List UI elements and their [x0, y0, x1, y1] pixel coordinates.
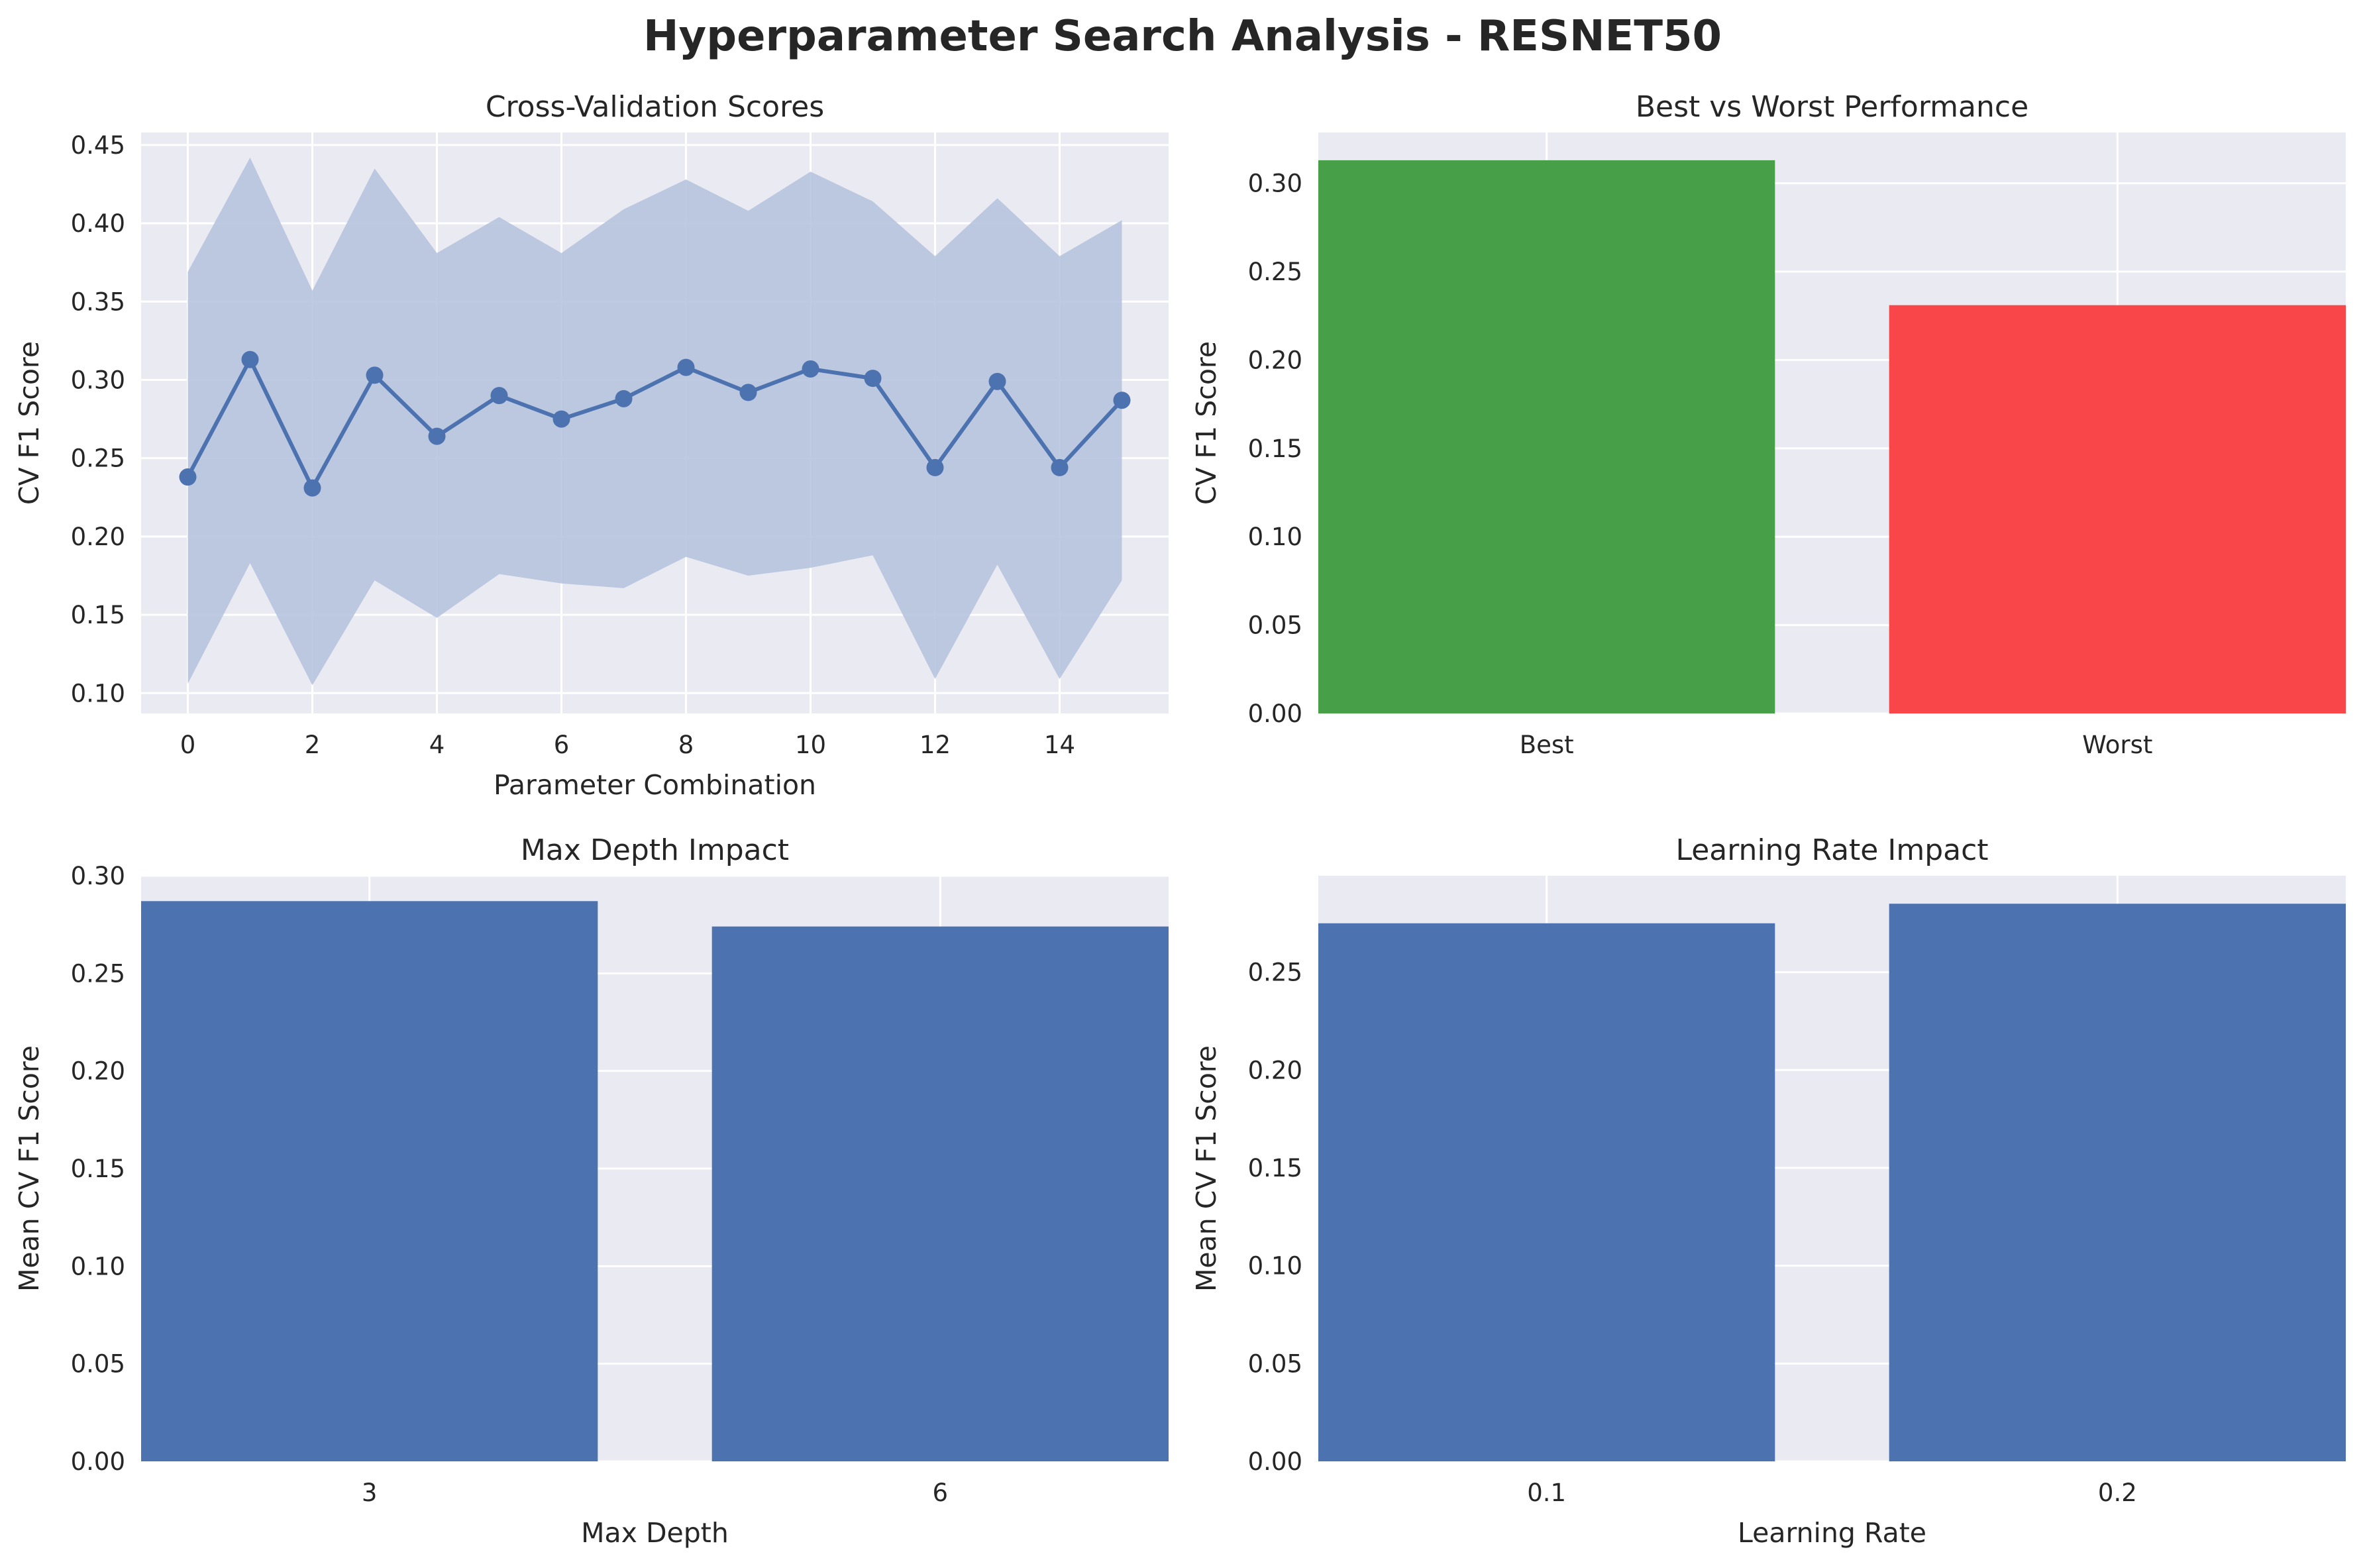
y-tick-label: 0.10 — [1248, 1252, 1302, 1281]
x-tick-label: 2 — [305, 731, 321, 759]
series-line — [185, 357, 1124, 490]
x-tick-label: 0.1 — [1527, 1479, 1566, 1507]
y-axis-label: Mean CV F1 Score — [1190, 1045, 1222, 1292]
panel-md: 3 6 0.00 0.05 0.10 0.15 0.20 0.25 0.30 Max Depth … — [13, 833, 1169, 1549]
x-tick-label: 10 — [795, 731, 826, 759]
y-tick-label: 0.10 — [71, 679, 125, 707]
y-axis-label: CV F1 Score — [13, 341, 45, 505]
panel-lr: 0.1 0.2 0.00 0.05 0.10 0.15 0.20 0.25 Learning R… — [1190, 833, 2346, 1549]
x-axis-label: Learning Rate — [1738, 1517, 1926, 1549]
data-point — [739, 384, 757, 401]
bar-6 — [711, 926, 1169, 1461]
x-tick-label: 3 — [362, 1479, 378, 1507]
y-tick-label: 0.25 — [1248, 959, 1302, 987]
y-tick-label: 0.30 — [71, 862, 125, 890]
y-tick-label: 0.30 — [71, 366, 125, 394]
y-tick-label: 0.15 — [1248, 1154, 1302, 1182]
x-axis-label: Max Depth — [581, 1517, 729, 1549]
y-tick-label: 0.20 — [71, 523, 125, 551]
y-axis-label: CV F1 Score — [1190, 341, 1222, 505]
y-tick-label: 0.35 — [71, 287, 125, 316]
data-point — [552, 410, 570, 428]
data-point — [988, 372, 1006, 390]
y-tick-label: 0.20 — [71, 1057, 125, 1086]
y-tick-label: 0.25 — [71, 444, 125, 473]
bar-0-2 — [1889, 904, 2346, 1461]
y-tick-label: 0.15 — [1248, 435, 1302, 463]
data-point — [802, 360, 819, 378]
y-tick-label: 0.20 — [1248, 346, 1302, 374]
panel-title: Cross-Validation Scores — [486, 90, 824, 124]
data-point — [241, 350, 259, 368]
y-tick-label: 0.00 — [1248, 700, 1302, 728]
y-tick-label: 0.15 — [71, 1155, 125, 1183]
data-point — [366, 366, 384, 384]
x-tick-label: 12 — [920, 731, 951, 759]
data-point — [490, 387, 508, 405]
y-tick-label: 0.05 — [1248, 611, 1302, 640]
bar-best — [1318, 160, 1775, 713]
x-tick-label: 6 — [554, 731, 570, 759]
y-tick-label: 0.00 — [71, 1447, 125, 1476]
data-point — [1051, 458, 1069, 476]
y-tick-label: 0.20 — [1248, 1056, 1302, 1084]
x-tick-label: 0.2 — [2098, 1479, 2137, 1507]
panel-title: Max Depth Impact — [521, 833, 789, 867]
data-point — [615, 390, 633, 407]
data-point — [1113, 392, 1131, 409]
y-tick-label: 0.10 — [1248, 523, 1302, 551]
figure-title: Hyperparameter Search Analysis - RESNET5… — [643, 12, 1722, 61]
panel-title: Learning Rate Impact — [1675, 833, 1988, 867]
data-point — [428, 427, 446, 445]
x-tick-label: 8 — [678, 731, 694, 759]
x-tick-label: 4 — [429, 731, 445, 759]
data-point — [926, 458, 944, 476]
x-tick-label: 6 — [933, 1479, 949, 1507]
y-axis-label: Mean CV F1 Score — [13, 1045, 45, 1292]
data-point — [179, 468, 197, 486]
bar-worst — [1889, 305, 2346, 714]
data-point — [303, 479, 321, 497]
data-point — [677, 358, 695, 376]
bar-0-1 — [1318, 923, 1775, 1461]
y-tick-label: 0.25 — [1248, 258, 1302, 286]
y-tick-label: 0.05 — [1248, 1349, 1302, 1378]
x-tick-label: 14 — [1044, 731, 1075, 759]
x-tick-label: 0 — [180, 731, 196, 759]
panel-title: Best vs Worst Performance — [1636, 90, 2028, 124]
y-tick-label: 0.05 — [71, 1350, 125, 1379]
bar-3 — [141, 901, 598, 1461]
panel-bw: Best Worst 0.00 0.05 0.10 0.15 0.20 0.25 0.30 Bes… — [1190, 90, 2346, 759]
y-tick-label: 0.45 — [71, 131, 125, 160]
panel-cv: 0 2 4 6 8 10 12 14 0.10 0.15 0.20 0.25 0.30 0.35 0.40 0… — [13, 90, 1169, 801]
std-band — [187, 157, 1122, 686]
y-tick-label: 0.15 — [71, 601, 125, 629]
data-point — [864, 370, 882, 388]
x-tick-label: Best — [1520, 731, 1574, 759]
x-tick-label: Worst — [2082, 731, 2152, 759]
x-axis-label: Parameter Combination — [494, 769, 816, 801]
y-tick-label: 0.10 — [71, 1252, 125, 1281]
y-tick-label: 0.30 — [1248, 170, 1302, 198]
y-tick-label: 0.00 — [1248, 1447, 1302, 1476]
y-tick-label: 0.40 — [71, 209, 125, 238]
y-tick-label: 0.25 — [71, 959, 125, 988]
